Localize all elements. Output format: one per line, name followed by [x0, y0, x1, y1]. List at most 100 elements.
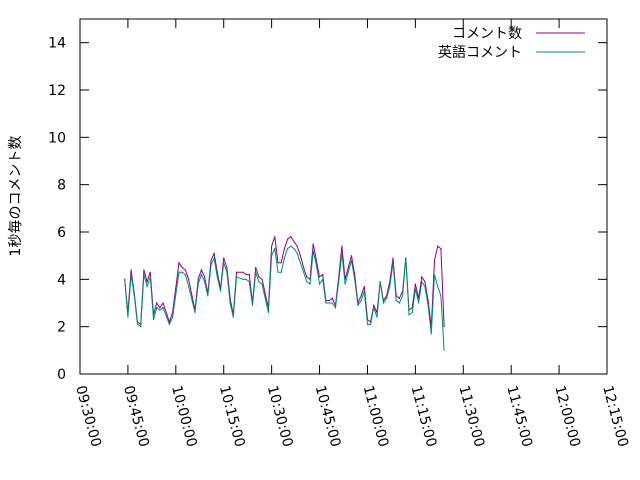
x-tick-label: 09:30:00 [72, 384, 104, 449]
data-point [156, 307, 158, 309]
data-point [389, 285, 391, 288]
data-point [223, 262, 225, 264]
data-point [184, 269, 186, 271]
data-point [280, 262, 282, 264]
data-point [261, 278, 263, 280]
data-point [242, 278, 244, 280]
data-point [414, 283, 416, 285]
data-point [322, 274, 324, 276]
data-point [130, 274, 132, 276]
data-point [277, 262, 279, 264]
y-tick-label: 6 [57, 225, 66, 241]
data-point [408, 314, 410, 316]
data-point [258, 281, 260, 283]
data-point [223, 257, 225, 259]
x-tick-label: 10:30:00 [264, 384, 296, 449]
data-point [255, 266, 257, 269]
data-point [156, 302, 158, 304]
data-point [178, 262, 180, 264]
data-point [312, 243, 314, 245]
data-point [411, 311, 413, 314]
data-point [271, 245, 273, 247]
x-tick-label: 12:15:00 [599, 384, 631, 449]
series-layer [124, 235, 445, 351]
data-point [124, 278, 126, 280]
data-point [290, 245, 292, 247]
data-point [203, 276, 206, 278]
data-point [318, 276, 321, 278]
data-point [149, 276, 151, 278]
data-point [178, 271, 180, 273]
x-ticks: 09:30:00 09:45:00 10:00:00 10:15:00 10:30:00… [72, 19, 631, 449]
data-point [440, 295, 442, 297]
y-tick-label: 2 [57, 320, 66, 336]
data-point [315, 264, 317, 266]
x-tick-label: 10:45:00 [312, 384, 344, 449]
data-point [197, 278, 199, 280]
data-point [433, 259, 436, 261]
data-point [181, 266, 183, 269]
data-point [133, 295, 135, 297]
data-point [219, 290, 222, 292]
data-point [197, 283, 199, 285]
data-point [187, 278, 190, 280]
data-point [226, 271, 228, 273]
data-point [354, 278, 356, 280]
y-ticks: 0 2 4 6 8 10 12 14 [48, 36, 607, 383]
data-point [440, 247, 442, 250]
data-point [363, 290, 365, 292]
data-point [130, 269, 132, 271]
data-point [146, 285, 148, 288]
data-point [280, 271, 282, 273]
data-point [350, 259, 353, 261]
data-point [248, 281, 250, 283]
data-point [315, 259, 317, 261]
data-point [242, 271, 244, 273]
data-point [302, 271, 305, 273]
data-point [437, 285, 439, 288]
y-axis-label: 1秒毎のコメント数 [8, 136, 24, 257]
data-point [146, 281, 148, 283]
data-point [187, 285, 190, 288]
data-point [382, 302, 385, 304]
series-line [124, 235, 445, 327]
data-point [261, 283, 263, 285]
data-point [162, 307, 164, 309]
data-point [312, 250, 314, 252]
y-tick-label: 10 [48, 130, 66, 146]
data-point [293, 240, 295, 243]
data-point [296, 252, 298, 254]
data-point [283, 247, 286, 250]
data-point [267, 311, 270, 314]
data-point [392, 257, 394, 259]
data-point [376, 316, 378, 318]
data-point [401, 295, 404, 297]
data-point [143, 274, 145, 276]
data-point [296, 245, 298, 247]
data-point [248, 274, 250, 276]
data-point [229, 302, 231, 304]
data-point [334, 307, 337, 309]
data-point [274, 236, 276, 238]
data-point [414, 288, 416, 290]
data-point [421, 281, 423, 283]
data-point [433, 274, 436, 276]
data-point [232, 316, 234, 318]
data-point [136, 323, 139, 325]
y-tick-label: 8 [57, 178, 66, 194]
data-point [379, 281, 381, 283]
data-point [366, 323, 369, 325]
data-point [370, 323, 372, 325]
data-point [398, 302, 400, 304]
y-tick-label: 14 [48, 36, 66, 52]
data-point [360, 300, 362, 302]
data-point [149, 271, 151, 273]
data-point [427, 304, 429, 306]
data-point [213, 257, 215, 259]
data-point [302, 266, 305, 269]
data-point [210, 259, 212, 261]
data-point [344, 283, 346, 285]
series-line [124, 245, 445, 351]
data-point [274, 247, 276, 250]
